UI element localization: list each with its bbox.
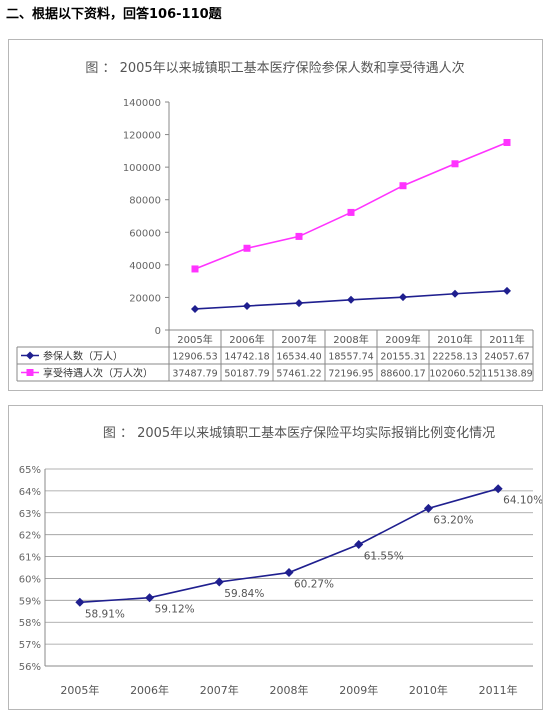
- data-point: [243, 244, 251, 252]
- data-point: [399, 293, 407, 302]
- data-point: [191, 265, 199, 273]
- y-tick-label: 100000: [123, 163, 161, 174]
- data-point: [354, 540, 364, 550]
- x-tick-label: 2011年: [489, 333, 524, 346]
- legend-label: 享受待遇人次（万人次）: [43, 367, 153, 380]
- chart-reimbursement-ratio-svg: 图 ： 2005年以来城镇职工基本医疗保险平均实际报销比例变化情况 56% 57% 5…: [19, 425, 542, 697]
- x-tick-label: 2006年: [130, 683, 169, 697]
- data-point: [75, 597, 85, 607]
- series-line: [194, 141, 508, 270]
- table-cell-value: 50187.79: [224, 369, 269, 380]
- y-tick-label: 62%: [19, 531, 41, 542]
- data-label: 61.55%: [364, 551, 404, 563]
- y-tick-label: 20000: [129, 293, 161, 304]
- data-point: [284, 568, 294, 578]
- table-cell-value: 20155.31: [380, 352, 425, 363]
- page-heading: 二、根据以下资料，回答106-110题: [6, 7, 222, 22]
- x-tick-label: 2010年: [409, 683, 448, 697]
- data-point: [451, 289, 459, 298]
- data-point: [191, 304, 199, 313]
- legend-marker: [26, 369, 34, 376]
- data-point: [347, 295, 355, 304]
- x-tick-label: 2008年: [333, 333, 368, 346]
- chart-reimbursement-ratio: 图 ： 2005年以来城镇职工基本医疗保险平均实际报销比例变化情况 56% 57% 5…: [8, 405, 543, 710]
- y-tick-label: 120000: [123, 131, 161, 142]
- table-cell-value: 102060.52: [429, 369, 480, 380]
- y-tick-label: 40000: [129, 261, 161, 272]
- table-cell-value: 37487.79: [172, 369, 217, 380]
- x-tick-label: 2009年: [339, 683, 378, 697]
- x-tick-label: 2005年: [177, 333, 212, 346]
- data-point: [145, 593, 155, 603]
- x-tick-label: 2011年: [479, 683, 518, 697]
- x-tick-label: 2009年: [385, 333, 420, 346]
- data-point: [295, 299, 303, 308]
- data-point: [243, 301, 251, 310]
- series-line: [79, 487, 499, 604]
- table-cell-value: 115138.89: [481, 369, 532, 380]
- data-point: [493, 484, 503, 494]
- data-label: 59.84%: [224, 588, 264, 600]
- y-tick-label: 59%: [19, 596, 41, 607]
- y-tick-label: 61%: [19, 553, 41, 564]
- x-tick-label: 2007年: [281, 333, 316, 346]
- data-point: [503, 138, 511, 146]
- data-label: 58.91%: [85, 608, 125, 620]
- legend-label: 参保人数（万人）: [43, 350, 123, 363]
- y-tick-label: 58%: [19, 618, 41, 629]
- table-cell-value: 72196.95: [328, 369, 373, 380]
- data-point: [423, 503, 433, 513]
- data-point: [347, 208, 355, 216]
- y-tick-label: 65%: [19, 465, 41, 476]
- data-point: [214, 577, 224, 587]
- chart-insured-persons-svg: 图 ： 2005年以来城镇职工基本医疗保险参保人数和享受待遇人次 0 20000 40…: [16, 60, 534, 382]
- x-tick-label: 2006年: [229, 333, 264, 346]
- legend-marker: [26, 351, 34, 360]
- data-label: 59.12%: [155, 604, 195, 616]
- table-cell-value: 88600.17: [380, 369, 425, 380]
- y-tick-label: 80000: [129, 196, 161, 207]
- y-tick-label: 64%: [19, 487, 41, 498]
- table-cell-value: 14742.18: [224, 352, 269, 363]
- table-cell-value: 22258.13: [432, 352, 477, 363]
- y-tick-label: 0: [155, 326, 161, 337]
- y-tick-label: 60%: [19, 574, 41, 585]
- data-label: 63.20%: [433, 514, 473, 526]
- y-tick-label: 63%: [19, 509, 41, 520]
- x-tick-label: 2010年: [437, 333, 472, 346]
- table-cell-value: 18557.74: [328, 352, 373, 363]
- y-tick-label: 57%: [19, 640, 41, 651]
- table-cell-value: 24057.67: [484, 352, 529, 363]
- y-tick-label: 60000: [129, 228, 161, 239]
- data-label: 60.27%: [294, 579, 334, 591]
- chart-title: 图 ： 2005年以来城镇职工基本医疗保险参保人数和享受待遇人次: [85, 60, 464, 76]
- x-tick-label: 2008年: [270, 683, 309, 697]
- y-tick-label: 56%: [19, 662, 41, 673]
- table-cell-value: 12906.53: [172, 352, 217, 363]
- chart-title: 图 ： 2005年以来城镇职工基本医疗保险平均实际报销比例变化情况: [103, 425, 495, 441]
- x-tick-label: 2007年: [200, 683, 239, 697]
- y-tick-label: 140000: [123, 98, 161, 109]
- data-point: [451, 160, 459, 168]
- data-point: [503, 286, 511, 295]
- table-cell-value: 16534.40: [276, 352, 321, 363]
- chart-insured-persons: 图 ： 2005年以来城镇职工基本医疗保险参保人数和享受待遇人次 0 20000 40…: [8, 39, 543, 391]
- x-tick-label: 2005年: [60, 683, 99, 697]
- data-label: 64.10%: [503, 495, 542, 507]
- data-point: [399, 182, 407, 190]
- data-point: [295, 232, 303, 240]
- table-cell-value: 57461.22: [276, 369, 321, 380]
